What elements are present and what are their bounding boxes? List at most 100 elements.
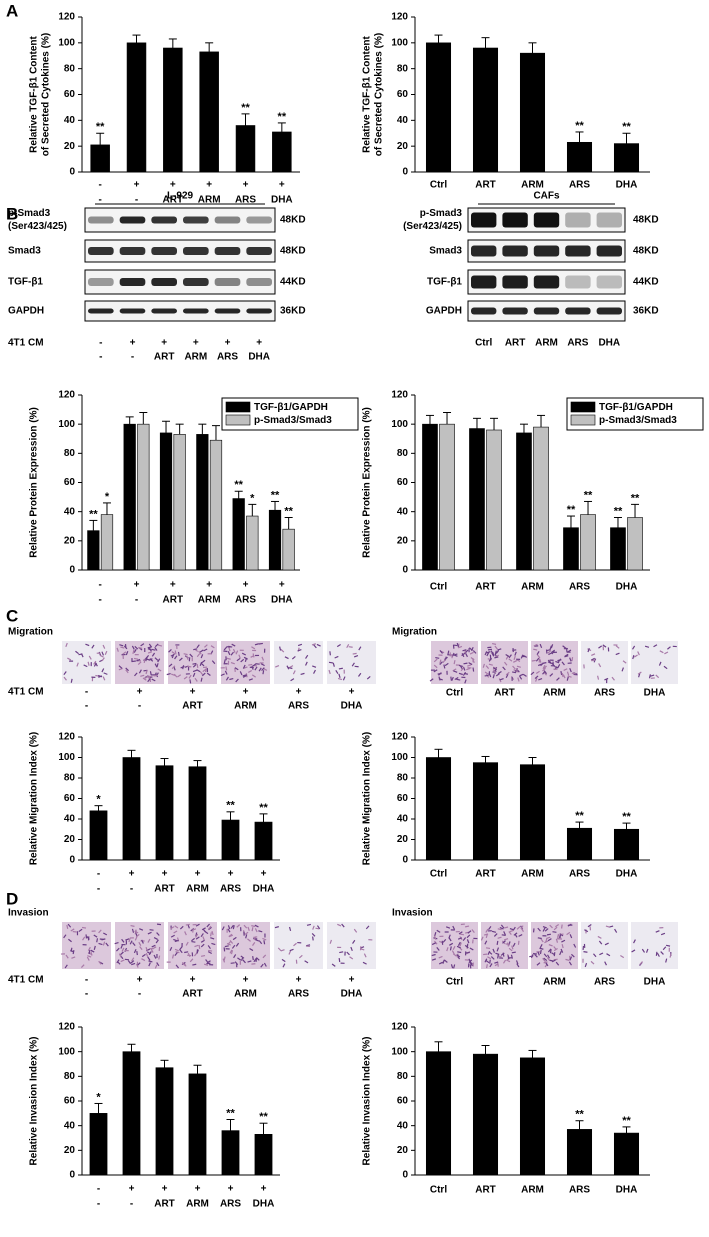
significance: * bbox=[105, 491, 110, 503]
x-tick-label: ART bbox=[163, 195, 184, 206]
cell bbox=[539, 949, 542, 955]
cell bbox=[118, 667, 123, 671]
cell bbox=[587, 648, 590, 653]
cell bbox=[139, 928, 144, 931]
cell bbox=[639, 961, 643, 965]
y-tick-label: 120 bbox=[391, 1022, 408, 1033]
conditions-label: 4T1 CM bbox=[8, 687, 44, 698]
cell bbox=[552, 931, 557, 933]
x-tick-label: + bbox=[243, 180, 249, 191]
cell bbox=[135, 933, 140, 938]
x-tick-label: ARM bbox=[186, 1199, 209, 1210]
cell bbox=[147, 931, 152, 935]
cell bbox=[571, 953, 575, 958]
condition: + bbox=[161, 338, 167, 349]
cell bbox=[445, 926, 451, 929]
x-tick-label: ARM bbox=[521, 1185, 544, 1196]
cell bbox=[508, 654, 512, 659]
cell bbox=[87, 946, 91, 951]
cell bbox=[494, 656, 499, 659]
bar bbox=[425, 757, 452, 861]
legend-swatch bbox=[570, 414, 596, 426]
cell bbox=[189, 679, 192, 684]
cell bbox=[102, 941, 106, 946]
blot-row-label: GAPDH bbox=[426, 306, 462, 317]
cell bbox=[443, 664, 446, 669]
error-bar bbox=[537, 414, 546, 428]
cell bbox=[183, 653, 188, 656]
cell bbox=[141, 939, 144, 944]
condition: - bbox=[138, 701, 141, 712]
cell bbox=[93, 662, 97, 667]
cell bbox=[185, 923, 190, 926]
cell bbox=[632, 654, 635, 660]
cell bbox=[665, 944, 671, 947]
cell bbox=[147, 938, 151, 943]
error-bar bbox=[425, 414, 434, 425]
cell bbox=[598, 645, 603, 649]
cell bbox=[465, 652, 468, 658]
cell bbox=[288, 950, 292, 955]
cell bbox=[173, 930, 178, 934]
cell bbox=[546, 649, 551, 652]
cell bbox=[179, 949, 183, 954]
condition: + bbox=[243, 687, 249, 698]
cell bbox=[258, 930, 263, 933]
cell bbox=[555, 938, 559, 943]
legend-swatch bbox=[225, 401, 251, 413]
cell bbox=[497, 954, 499, 959]
blot-band bbox=[88, 308, 114, 314]
cell bbox=[260, 663, 265, 667]
condition: + bbox=[137, 975, 143, 986]
cell bbox=[147, 646, 152, 649]
cell bbox=[192, 662, 197, 665]
x-tick-label: - bbox=[97, 869, 100, 880]
bar bbox=[613, 828, 640, 861]
cell bbox=[533, 648, 538, 651]
bar bbox=[439, 423, 455, 571]
cell bbox=[280, 648, 285, 653]
cell bbox=[179, 925, 184, 930]
condition: - bbox=[99, 352, 102, 363]
cell bbox=[70, 947, 73, 952]
cell bbox=[157, 668, 162, 672]
cell bbox=[297, 643, 303, 647]
x-tick-label: ARM bbox=[521, 869, 544, 880]
bar bbox=[173, 434, 186, 571]
x-tick-label: + bbox=[129, 1184, 135, 1195]
y-tick-label: 20 bbox=[397, 141, 409, 152]
cell bbox=[202, 928, 206, 933]
cell bbox=[90, 951, 93, 956]
cell bbox=[363, 953, 367, 958]
cell bbox=[535, 657, 540, 662]
error-bar bbox=[622, 132, 631, 144]
cell bbox=[315, 927, 320, 930]
cell bbox=[505, 653, 510, 658]
y-tick-label: 100 bbox=[58, 419, 75, 430]
cell bbox=[252, 663, 257, 667]
cell bbox=[335, 670, 339, 675]
y-tick-label: 20 bbox=[64, 141, 76, 152]
panel-label: B bbox=[6, 204, 18, 223]
cell bbox=[177, 674, 182, 678]
cell bbox=[245, 673, 248, 678]
cell bbox=[192, 663, 197, 668]
cell bbox=[536, 650, 540, 656]
cell bbox=[311, 933, 316, 937]
cell bbox=[599, 952, 604, 956]
cell bbox=[339, 951, 344, 954]
cell bbox=[453, 964, 456, 969]
cell bbox=[515, 960, 519, 965]
cell bbox=[584, 929, 589, 933]
error-bar bbox=[434, 748, 443, 758]
x-tick-label: ARS bbox=[569, 180, 590, 191]
cell bbox=[156, 932, 160, 936]
cell bbox=[573, 943, 577, 948]
cell bbox=[200, 943, 205, 948]
cell bbox=[312, 665, 317, 668]
error-bar bbox=[584, 500, 593, 515]
blot-title: CAFs bbox=[533, 191, 560, 202]
cell bbox=[466, 667, 471, 671]
bar bbox=[566, 1129, 593, 1176]
